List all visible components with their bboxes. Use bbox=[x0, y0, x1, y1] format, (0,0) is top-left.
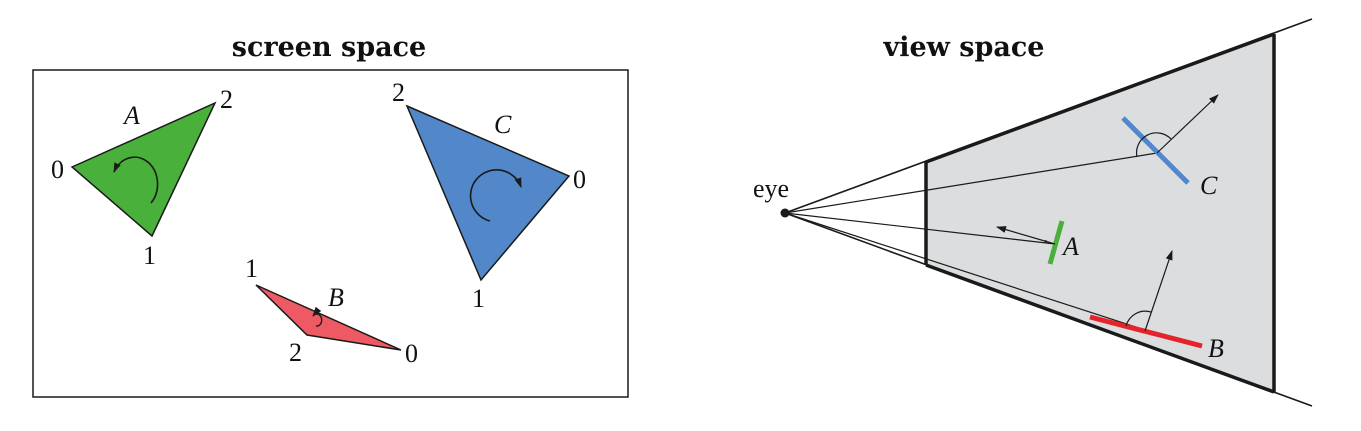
surface-a-line bbox=[1047, 220, 1065, 265]
surface-a-label: A bbox=[1061, 232, 1079, 261]
surface-c-label: C bbox=[1200, 171, 1218, 200]
surface-a-angle-arc bbox=[1044, 239, 1047, 244]
triangle-a-winding-arrow bbox=[113, 156, 159, 204]
view-frustum bbox=[926, 34, 1274, 392]
view-space-panel: view space eye C A bbox=[753, 18, 1313, 407]
triangle-c-vertex-1: 1 bbox=[472, 284, 485, 313]
triangle-b-vertex-0: 0 bbox=[405, 339, 418, 368]
frustum-bottom-border bbox=[925, 263, 1275, 394]
triangle-a-vertex-1: 1 bbox=[143, 241, 156, 270]
triangle-c-vertex-0: 0 bbox=[573, 165, 586, 194]
surface-b-line bbox=[1089, 314, 1203, 349]
triangle-c-vertex-2: 2 bbox=[392, 78, 405, 107]
triangle-c-name: C bbox=[494, 110, 512, 139]
surface-b-angle-arc bbox=[1125, 310, 1152, 327]
surface-b-normal bbox=[1144, 250, 1173, 332]
triangle-b-vertex-2: 2 bbox=[289, 338, 302, 367]
surface-b: B bbox=[1089, 250, 1224, 363]
eye-label: eye bbox=[753, 174, 789, 203]
triangle-c-shape bbox=[405, 104, 571, 282]
screen-space-panel: screen space A 0 1 2 C 0 1 2 B 0 1 2 bbox=[32, 32, 629, 398]
screen-space-title: screen space bbox=[232, 32, 426, 63]
triangle-a-shape bbox=[70, 101, 217, 238]
triangle-a-name: A bbox=[122, 101, 140, 130]
triangle-a-vertex-0: 0 bbox=[51, 155, 64, 184]
sight-line-c bbox=[784, 152, 1158, 214]
triangle-b-shape bbox=[255, 284, 402, 351]
triangle-c-winding-arrow bbox=[469, 169, 522, 222]
triangle-a: A 0 1 2 bbox=[51, 85, 233, 270]
triangle-b-name: B bbox=[328, 283, 344, 312]
frustum-top-border bbox=[925, 32, 1275, 164]
triangle-a-vertex-2: 2 bbox=[220, 85, 233, 114]
triangle-b-winding-arrow bbox=[312, 306, 323, 327]
surface-b-label: B bbox=[1208, 334, 1224, 363]
triangle-b: B 0 1 2 bbox=[245, 254, 418, 368]
surface-c-normal bbox=[1156, 94, 1219, 154]
surface-a: A bbox=[996, 220, 1079, 265]
surface-c-line bbox=[1121, 116, 1190, 185]
sight-line-a bbox=[784, 212, 1056, 245]
view-space-title: view space bbox=[883, 32, 1045, 63]
triangle-c: C 0 1 2 bbox=[392, 78, 586, 313]
surface-c-angle-arc bbox=[1135, 132, 1172, 158]
screen-frame bbox=[32, 69, 629, 398]
eye-point bbox=[780, 208, 790, 218]
surface-c: C bbox=[1121, 94, 1219, 200]
sight-line-b bbox=[784, 212, 1146, 331]
triangle-b-vertex-1: 1 bbox=[245, 254, 258, 283]
